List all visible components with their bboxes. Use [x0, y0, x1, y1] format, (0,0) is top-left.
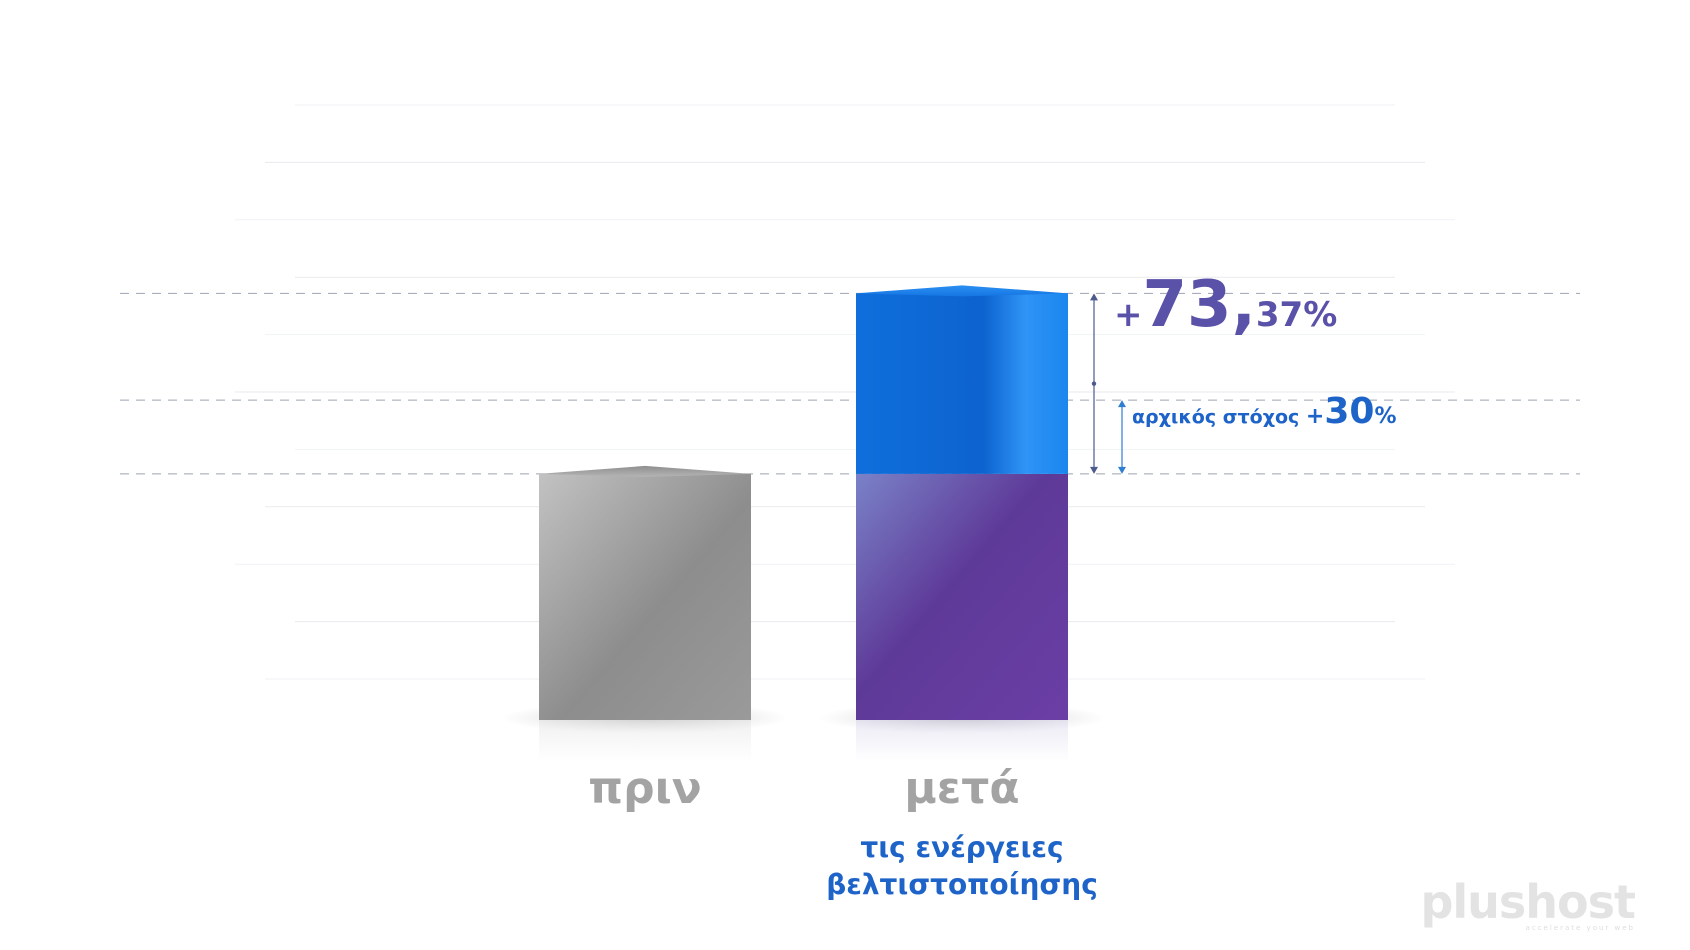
increase-main: 73, [1143, 268, 1256, 342]
category-label-1: μετά [904, 763, 1019, 814]
target-label: αρχικός στόχος +30% [1132, 391, 1397, 432]
gridlines [120, 104, 1580, 680]
category-sublabel-line: βελτιστοποίησης [826, 868, 1098, 901]
annotations: +73,37% αρχικός στόχος +30% [1090, 268, 1397, 474]
category-labels: πριν μετά τις ενέργειες βελτιστοποίησης [588, 763, 1098, 901]
reflection-fade [535, 720, 755, 762]
target-sign: + [1306, 404, 1324, 429]
bars [500, 285, 1107, 762]
logo-text: plushost [1420, 875, 1635, 929]
logo-tagline: accelerate your web [1526, 924, 1635, 932]
increase-arrow-dot [1091, 381, 1097, 386]
brand-logo: plushost accelerate your web [1420, 875, 1636, 932]
bar-after-baseline [856, 473, 1068, 720]
increase-sign: + [1114, 295, 1143, 335]
category-label-0: πριν [588, 763, 701, 814]
increase-rest: 37% [1256, 295, 1337, 335]
target-main: 30 [1324, 391, 1374, 432]
target-suffix: % [1374, 404, 1396, 429]
bar-before [539, 473, 751, 720]
bar-after-top [856, 285, 1068, 297]
category-sublabel-line: τις ενέργειες [860, 831, 1063, 864]
increase-label: +73,37% [1114, 268, 1337, 342]
bar-before-top [539, 465, 751, 477]
bar-after-increase [856, 293, 1068, 474]
target-arrow [1118, 400, 1126, 474]
reflection-fade [852, 720, 1072, 762]
target-text: αρχικός στόχος [1132, 406, 1306, 428]
